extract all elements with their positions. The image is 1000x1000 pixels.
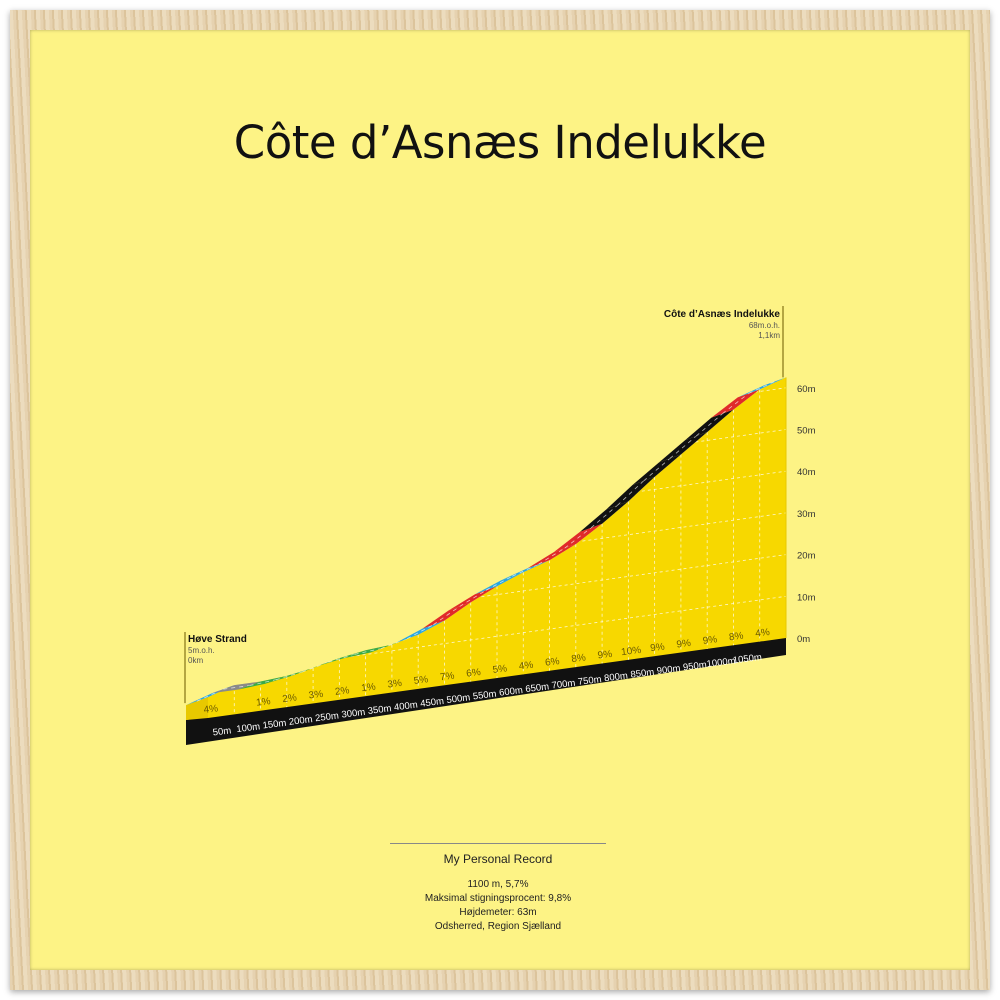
road-centerline (538, 547, 566, 565)
road-centerline (669, 435, 697, 459)
gradient-label: 4% (518, 660, 534, 673)
stat-location: Odsherred, Region Sjælland (434, 921, 562, 932)
gradient-label: 7% (439, 671, 455, 684)
start-name: Høve Strand (188, 634, 247, 645)
road-centerline (459, 589, 487, 607)
road-centerline (406, 624, 434, 640)
y-axis-label: 60m (797, 384, 816, 395)
y-axis-label: 30m (797, 509, 816, 520)
sky-mask (208, 300, 786, 698)
gradient-label: 6% (545, 656, 561, 669)
gradient-label: 10% (621, 645, 642, 658)
distance-tick-label: 200m (288, 714, 313, 728)
road-segment (343, 644, 392, 659)
gradient-label: 9% (702, 634, 718, 647)
distance-tick-label: 50m (212, 725, 232, 738)
distance-tick-label: 1050m (732, 652, 762, 666)
gradient-label: 9% (650, 642, 666, 655)
road-segment (448, 586, 497, 611)
road-centerline (512, 563, 539, 577)
footer: My Personal Record 1100 m, 5,7% Maksimal… (390, 843, 606, 934)
gradient-label: 9% (597, 649, 613, 662)
distance-tick-label: 650m (525, 681, 550, 695)
poster-title: Côte d’Asnæs Indelukke (233, 116, 767, 169)
y-axis-label: 10m (797, 592, 816, 603)
gradient-label: 2% (334, 685, 350, 698)
gradient-label: 6% (466, 667, 482, 680)
y-axis-label: 40m (797, 467, 816, 478)
distance-tick-label: 600m (499, 685, 524, 699)
road-centerline (617, 480, 644, 506)
distance-tick-label: 700m (551, 678, 576, 692)
road-segment (212, 681, 261, 694)
distance-tick-label: 500m (446, 692, 471, 706)
distance-tick-label: 900m (656, 663, 681, 677)
stat-elevation-gain: Højdemeter: 63m (459, 907, 537, 918)
gradient-label: 4% (203, 703, 219, 716)
road-centerline (590, 505, 618, 529)
gradient-label: 5% (492, 663, 508, 676)
gradient-label: 8% (728, 631, 744, 644)
distance-tick-label: 800m (604, 670, 629, 684)
distance-tick-label: 150m (262, 718, 287, 732)
y-axis-label: 50m (797, 426, 816, 437)
gradient-label: 8% (571, 652, 587, 665)
road-centerline (748, 381, 776, 394)
start-elevation: 5m.o.h. (188, 646, 215, 655)
road-segment (737, 377, 786, 398)
road-centerline (433, 606, 460, 625)
y-axis-label: 0m (797, 634, 810, 645)
finish-distance: 1,1km (758, 331, 780, 340)
road-segment (527, 544, 576, 569)
road-centerline (485, 575, 513, 591)
distance-tick-label: 400m (393, 700, 418, 714)
road-segment (422, 602, 471, 629)
road-centerline (722, 393, 749, 414)
distance-tick-label: 550m (472, 689, 497, 703)
gradient-label: 3% (387, 678, 403, 691)
gradient-label: 4% (755, 627, 771, 640)
gradient-label: 3% (308, 689, 324, 702)
distance-tick-label: 450m (420, 696, 445, 710)
road-centerline (564, 527, 592, 549)
gradient-label: 1% (256, 696, 272, 709)
road-centerline (695, 413, 723, 437)
gradient-label: 1% (361, 682, 377, 695)
distance-tick-label: 850m (630, 667, 655, 681)
gradient-label: 5% (413, 674, 429, 687)
gradient-label: 2% (282, 692, 298, 705)
distance-tick-label: 750m (577, 674, 602, 688)
distance-tick-label: 100m (236, 721, 261, 735)
road-segment (475, 572, 524, 595)
finish-name: Côte d’Asnæs Indelukke (664, 309, 781, 320)
start-distance: 0km (188, 656, 203, 665)
record-label: My Personal Record (443, 852, 553, 866)
distance-tick-label: 250m (315, 710, 340, 724)
road-centerline (643, 458, 671, 482)
stat-distance-gradient: 1100 m, 5,7% (467, 879, 529, 890)
road-segment (396, 620, 445, 643)
distance-tick-label: 1000m (706, 656, 736, 670)
stat-max-gradient: Maksimal stigningsprocent: 9,8% (424, 893, 572, 904)
gradient-label: 9% (676, 638, 692, 651)
road-segment (238, 675, 287, 690)
distance-tick-label: 350m (367, 703, 392, 717)
y-axis-label: 20m (797, 551, 816, 562)
distance-tick-label: 950m (682, 660, 707, 674)
distance-tick-label: 300m (341, 707, 366, 721)
finish-elevation: 68m.o.h. (749, 321, 780, 330)
profile-left-face (186, 697, 208, 720)
road-segment (501, 560, 550, 581)
profile-fill (208, 377, 786, 718)
